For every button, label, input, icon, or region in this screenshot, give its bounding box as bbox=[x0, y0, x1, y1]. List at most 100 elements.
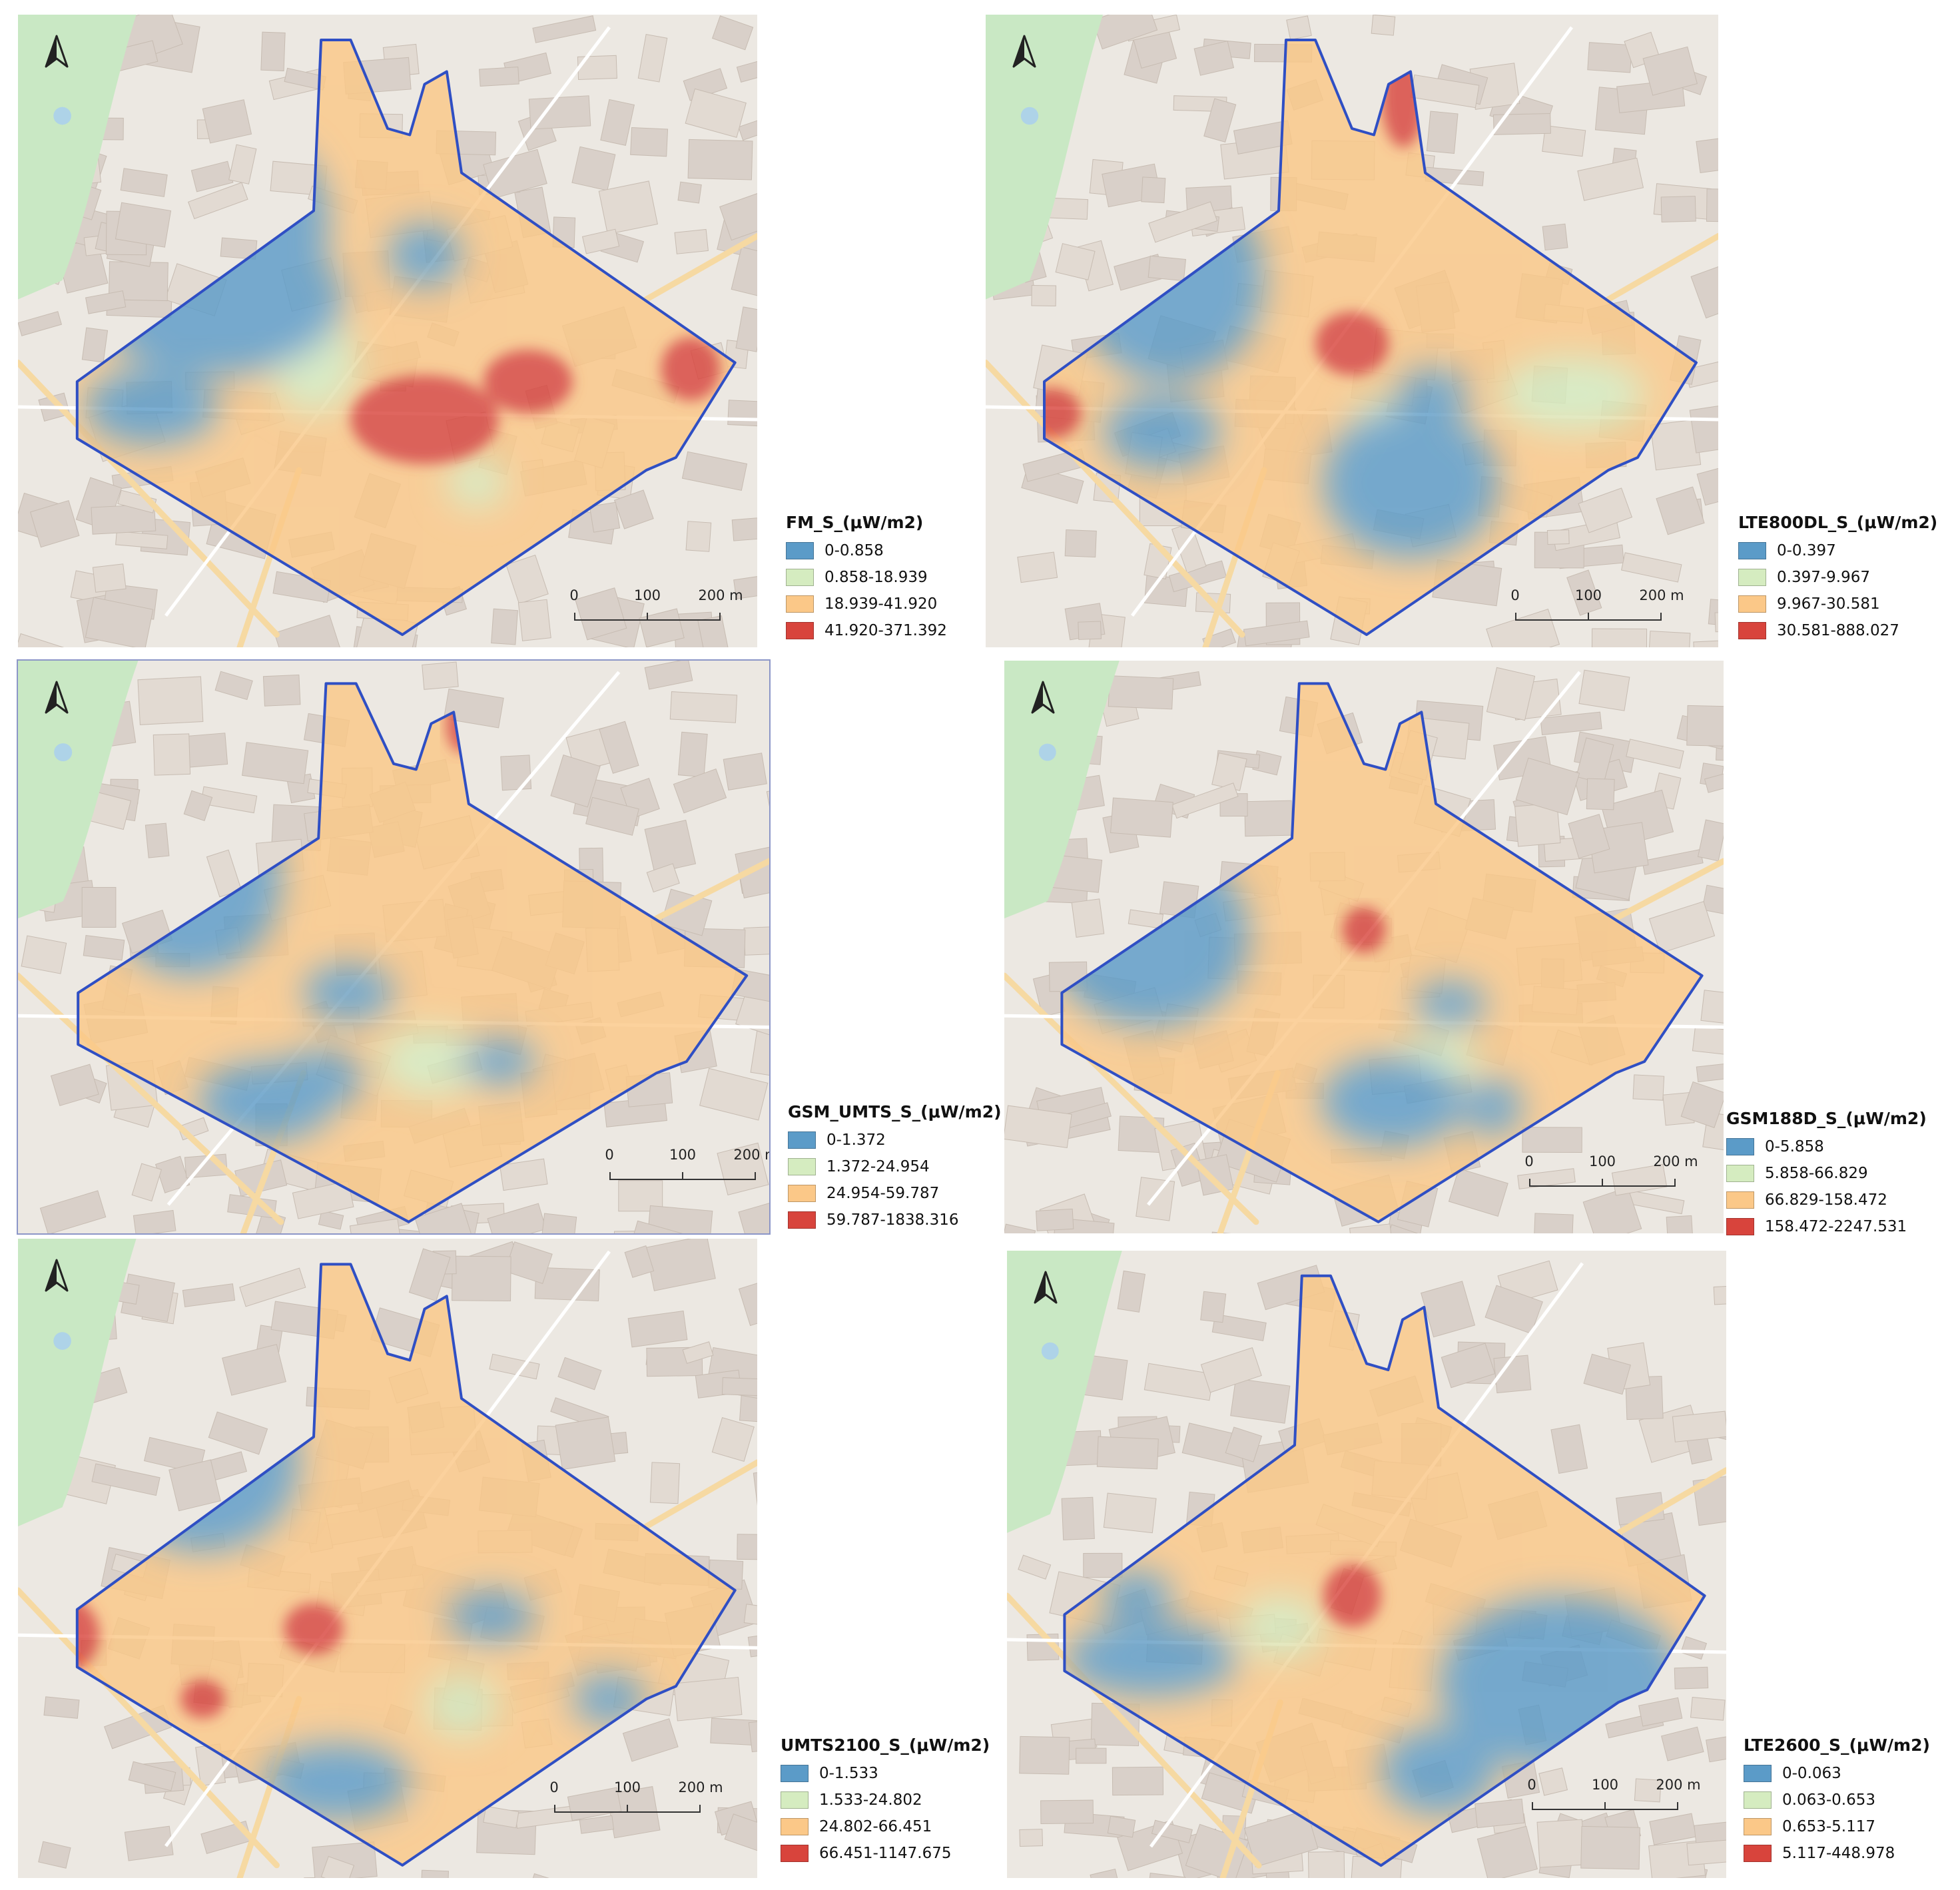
north-arrow-icon bbox=[43, 1259, 70, 1293]
map-panel-gsm-umts: 0 100 200 m GSM_UMTS_S_(μW/m2) 0-1.372 1.372… bbox=[0, 659, 1002, 1239]
map-svg bbox=[18, 1239, 757, 1878]
map-panel-gsm188d: 0 100 200 m GSM188D_S_(μW/m2) 0-5.858 5.858-… bbox=[986, 659, 1960, 1239]
park-area bbox=[986, 15, 1103, 300]
heatmap-map-gsm-umts[interactable]: 0 100 200 m bbox=[17, 659, 771, 1235]
legend-swatch bbox=[786, 542, 814, 559]
legend-umts2100: UMTS2100_S_(μW/m2) 0-1.533 1.533-24.802 24.… bbox=[781, 1735, 990, 1867]
legend-title: LTE2600_S_(μW/m2) bbox=[1744, 1735, 1930, 1755]
scale-bar: 0 100 200 m bbox=[569, 587, 743, 634]
scale-tick-label: 100 bbox=[633, 587, 661, 603]
class-1-zone bbox=[303, 964, 394, 1022]
study-area-boundary bbox=[1043, 39, 1698, 636]
legend-title: FM_S_(μW/m2) bbox=[786, 513, 924, 532]
scale-bar: 0 100 200 m bbox=[1510, 587, 1684, 634]
class-2-zone bbox=[446, 458, 506, 508]
class-1-zone bbox=[1414, 981, 1486, 1028]
map-panel-umts2100: 0 100 200 m UMTS2100_S_(μW/m2) 0-1.533 1.533… bbox=[0, 1239, 990, 1890]
north-arrow-icon bbox=[1032, 1271, 1059, 1305]
scale-tick-label: 0 bbox=[605, 1147, 614, 1163]
park-area bbox=[18, 1239, 137, 1526]
heatmap-map-lte2600[interactable]: 0 100 200 m bbox=[1007, 1251, 1726, 1878]
legend-lte800dl: LTE800DL_S_(μW/m2) 0-0.397 0.397-9.967 9.96… bbox=[1738, 513, 1937, 644]
legend-row: 0-5.858 bbox=[1726, 1133, 1927, 1160]
legend-class-label: 0-1.533 bbox=[819, 1765, 878, 1782]
legend-class-label: 1.372-24.954 bbox=[826, 1158, 930, 1175]
legend-class-label: 0-0.397 bbox=[1777, 542, 1836, 559]
legend-row: 5.117-448.978 bbox=[1744, 1840, 1930, 1867]
north-arrow-icon bbox=[43, 35, 70, 69]
pond bbox=[1020, 107, 1039, 125]
legend-class-label: 30.581-888.027 bbox=[1777, 622, 1899, 639]
park-area bbox=[1004, 661, 1120, 918]
map-svg bbox=[986, 15, 1718, 647]
class-1-zone bbox=[1064, 1620, 1237, 1696]
map-svg bbox=[1007, 1251, 1726, 1878]
scale-bar-line bbox=[609, 1171, 756, 1180]
legend-row: 66.451-1147.675 bbox=[781, 1840, 990, 1867]
legend-swatch bbox=[781, 1791, 809, 1809]
heatmap-map-fm[interactable]: 0 100 200 m bbox=[18, 15, 757, 647]
legend-class-label: 0-0.858 bbox=[824, 542, 884, 559]
heatmap-map-umts2100[interactable]: 0 100 200 m bbox=[18, 1239, 757, 1878]
study-area-boundary bbox=[1060, 682, 1704, 1223]
legend-swatch bbox=[788, 1158, 816, 1175]
park-area bbox=[1007, 1251, 1122, 1533]
scale-tick-label: 100 bbox=[1588, 1153, 1616, 1169]
legend-row: 5.858-66.829 bbox=[1726, 1160, 1927, 1187]
legend-swatch bbox=[1744, 1845, 1772, 1862]
class-2-zone bbox=[1498, 356, 1645, 432]
legend-row: 24.954-59.787 bbox=[788, 1180, 1002, 1207]
legend-lte2600: LTE2600_S_(μW/m2) 0-0.063 0.063-0.653 0.653… bbox=[1744, 1735, 1930, 1867]
class-4-hotspot bbox=[1323, 1564, 1381, 1628]
legend-class-label: 0.858-18.939 bbox=[824, 569, 928, 586]
scale-bar: 0 100 200 m bbox=[605, 1147, 769, 1193]
legend-title: LTE800DL_S_(μW/m2) bbox=[1738, 513, 1938, 532]
class-1-zone bbox=[1103, 394, 1220, 470]
class-4-hotspot bbox=[1342, 906, 1386, 953]
park-area bbox=[18, 661, 139, 918]
main-road bbox=[653, 858, 769, 922]
main-road bbox=[643, 1459, 757, 1530]
legend-class-label: 18.939-41.920 bbox=[824, 595, 938, 613]
legend-swatch bbox=[1744, 1818, 1772, 1835]
legend-row: 59.787-1838.316 bbox=[788, 1207, 1002, 1233]
park-area bbox=[18, 15, 137, 300]
legend-swatch bbox=[786, 569, 814, 586]
class-1-zone bbox=[446, 1590, 536, 1642]
legend-swatch bbox=[781, 1818, 809, 1835]
map-panel-lte2600: 0 100 200 m LTE2600_S_(μW/m2) 0-0.063 0.063-… bbox=[986, 1239, 1960, 1890]
scale-tick-label: 100 bbox=[1574, 587, 1602, 603]
legend-swatch bbox=[1726, 1138, 1754, 1155]
pond bbox=[53, 107, 71, 125]
class-1-zone bbox=[1321, 1056, 1465, 1147]
class-4-hotspot bbox=[350, 375, 499, 464]
map-svg bbox=[1004, 661, 1724, 1233]
map-svg bbox=[18, 15, 757, 647]
scale-bar-line bbox=[1515, 611, 1662, 621]
legend-row: 0.063-0.653 bbox=[1744, 1787, 1930, 1813]
legend-row: 0-1.533 bbox=[781, 1760, 990, 1787]
scale-tick-label: 0 bbox=[1527, 1777, 1536, 1793]
class-2-zone bbox=[424, 1673, 499, 1737]
heatmap-map-lte800dl[interactable]: 0 100 200 m bbox=[986, 15, 1718, 647]
scale-bar-line bbox=[574, 611, 721, 621]
legend-row: 41.920-371.392 bbox=[786, 617, 947, 644]
legend-swatch bbox=[788, 1211, 816, 1229]
legend-swatch bbox=[788, 1185, 816, 1202]
legend-row: 0-0.858 bbox=[786, 537, 947, 564]
legend-row: 0-0.063 bbox=[1744, 1760, 1930, 1787]
class-1-zone bbox=[84, 369, 218, 445]
class-4-hotspot bbox=[484, 350, 573, 414]
legend-row: 9.967-30.581 bbox=[1738, 591, 1937, 617]
scale-tick-label: 100 bbox=[613, 1779, 641, 1795]
class-1-zone bbox=[1323, 407, 1498, 559]
heatmap-map-gsm188d[interactable]: 0 100 200 m bbox=[1004, 661, 1724, 1233]
scale-bar-line bbox=[554, 1803, 701, 1813]
legend-class-label: 158.472-2247.531 bbox=[1765, 1218, 1907, 1235]
class-1-zone bbox=[1100, 1570, 1173, 1621]
class-4-hotspot bbox=[1044, 388, 1081, 439]
scale-tick-label: 200 m bbox=[1656, 1777, 1701, 1793]
study-area-boundary bbox=[75, 39, 737, 636]
pond bbox=[1041, 1342, 1059, 1360]
class-4-hotspot bbox=[1315, 312, 1389, 376]
